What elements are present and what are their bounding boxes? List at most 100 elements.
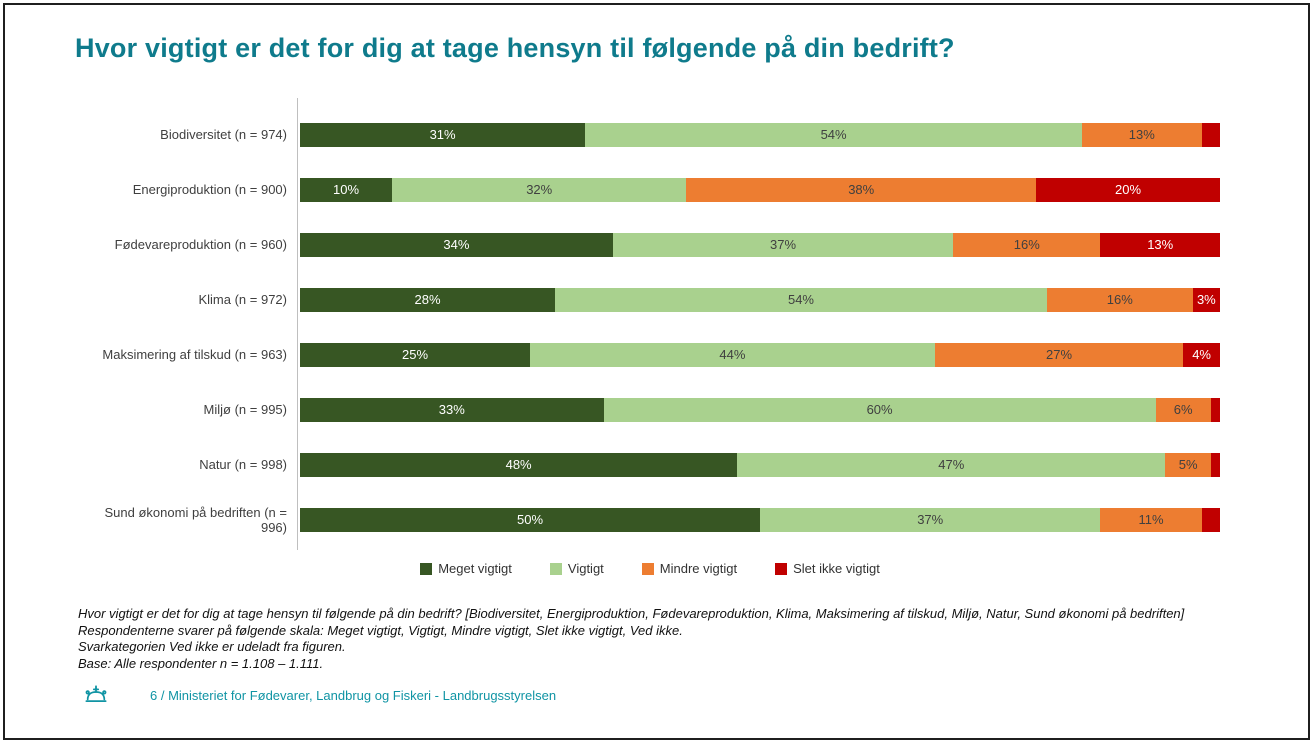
bar-segment: 47%: [737, 452, 1166, 477]
bar-segment: [1210, 397, 1220, 422]
legend-item: Meget vigtigt: [420, 561, 512, 576]
y-axis-line: [297, 98, 298, 550]
bar-segment-value: 31%: [429, 127, 456, 142]
bar-segment-value: 4%: [1192, 347, 1211, 362]
bar-segment: 25%: [300, 342, 530, 367]
bar-segment: [1210, 452, 1221, 477]
page-title: Hvor vigtigt er det for dig at tage hens…: [75, 33, 955, 63]
bar-segment: 32%: [392, 177, 687, 202]
bar-segment-value: 13%: [1147, 237, 1174, 252]
category-label: Energiproduktion (n = 900): [132, 182, 287, 197]
bar-segment-value: 20%: [1114, 182, 1142, 197]
bar-segment: 6%: [1155, 397, 1211, 422]
footnote-line: Base: Alle respondenter n = 1.108 – 1.11…: [78, 655, 324, 671]
bar-segment: 33%: [300, 397, 604, 422]
bar-segment-value: 37%: [917, 512, 944, 527]
footer-ministry-label: 6 / Ministeriet for Fødevarer, Landbrug …: [150, 687, 557, 703]
category-label: Maksimering af tilskud (n = 963): [102, 347, 287, 362]
bar-segment: 13%: [1082, 122, 1202, 147]
category-label: Natur (n = 998): [199, 457, 287, 472]
page-footer: 6 / Ministeriet for Fødevarer, Landbrug …: [82, 683, 556, 707]
bar-segment-value: 32%: [526, 182, 553, 197]
bar-track: 28% 54% 16% 3%: [300, 287, 1220, 312]
bar-row: Klima (n = 972) 28% 54% 16% 3%: [75, 272, 1225, 327]
bar-track: 10% 32% 38% 20%: [300, 177, 1220, 202]
category-label: Biodiversitet (n = 974): [160, 127, 287, 142]
bar-track: 25% 44% 27% 4%: [300, 342, 1220, 367]
bar-segment: 48%: [300, 452, 738, 477]
legend-item: Mindre vigtigt: [641, 561, 738, 576]
legend-label: Slet ikke vigtigt: [793, 561, 880, 576]
legend-label: Vigtigt: [567, 561, 604, 576]
bar-segment-value: 34%: [443, 237, 470, 252]
legend-swatch-icon: [549, 562, 562, 575]
bar-segment-value: 6%: [1173, 402, 1193, 417]
bar-segment: 54%: [585, 122, 1082, 147]
bar-segment-value: 44%: [719, 347, 746, 362]
bar-row: Energiproduktion (n = 900) 10% 32% 38% 20%: [75, 162, 1225, 217]
bar-track: 50% 37% 11%: [300, 507, 1221, 532]
bar-segment-value: 3%: [1196, 292, 1216, 307]
bar-segment: 16%: [953, 232, 1101, 257]
bar-segment: 37%: [612, 232, 954, 257]
stacked-bar-chart: Biodiversitet (n = 974) 31% 54% 13% Energipr…: [75, 98, 1225, 550]
bar-segment: 16%: [1046, 287, 1193, 312]
bar-segment: 60%: [603, 397, 1156, 422]
bar-segment: 50%: [300, 507, 760, 532]
bar-segment: [1201, 122, 1220, 147]
bar-rows: Biodiversitet (n = 974) 31% 54% 13% Energipr…: [75, 107, 1225, 547]
bar-track: 31% 54% 13%: [300, 122, 1220, 147]
legend-label: Meget vigtigt: [438, 561, 512, 576]
category-label: Klima (n = 972): [198, 292, 287, 307]
bar-segment-value: 47%: [938, 457, 965, 472]
legend-swatch-icon: [641, 562, 654, 575]
bar-segment: 38%: [686, 177, 1036, 202]
bar-segment: 13%: [1100, 232, 1220, 257]
bar-segment-value: 25%: [401, 347, 429, 362]
footnote-line: Respondenterne svarer på følgende skala:…: [78, 622, 683, 638]
bar-segment: 37%: [760, 507, 1101, 532]
bar-row: Sund økonomi på bedriften (n = 996) 50% 37…: [75, 492, 1225, 547]
bar-segment: 11%: [1100, 507, 1202, 532]
bar-segment-value: 28%: [414, 292, 441, 307]
legend-item: Slet ikke vigtigt: [775, 561, 880, 576]
bar-segment-value: 13%: [1128, 127, 1155, 142]
chart-legend: Meget vigtigt Vigtigt Mindre vigtigt Slet i…: [75, 561, 1225, 576]
legend-item: Vigtigt: [549, 561, 604, 576]
bar-segment-value: 11%: [1138, 512, 1164, 527]
bar-segment: 27%: [934, 342, 1184, 367]
bar-segment-value: 27%: [1045, 347, 1073, 362]
bar-segment-value: 16%: [1013, 237, 1040, 252]
bar-segment: 28%: [300, 287, 556, 312]
bar-segment-value: 54%: [820, 127, 847, 142]
bar-segment: 5%: [1165, 452, 1211, 477]
bar-segment-value: 10%: [332, 182, 360, 197]
bar-row: Miljø (n = 995) 33% 60% 6%: [75, 382, 1225, 437]
bar-segment-value: 48%: [505, 457, 532, 472]
bar-row: Fødevareproduktion (n = 960) 34% 37% 16% 13%: [75, 217, 1225, 272]
bar-segment: 31%: [300, 122, 586, 147]
bar-segment: 20%: [1036, 177, 1220, 202]
bar-segment: 3%: [1192, 287, 1220, 312]
category-label: Sund økonomi på bedriften (n = 996): [104, 504, 287, 535]
bar-segment-value: 33%: [438, 402, 465, 417]
legend-label: Mindre vigtigt: [659, 561, 738, 576]
bar-track: 34% 37% 16% 13%: [300, 232, 1220, 257]
category-label: Miljø (n = 995): [203, 402, 287, 417]
legend-swatch-icon: [775, 562, 788, 575]
bar-segment-value: 5%: [1178, 457, 1198, 472]
bar-segment-value: 60%: [866, 402, 893, 417]
bar-row: Biodiversitet (n = 974) 31% 54% 13%: [75, 107, 1225, 162]
bar-row: Maksimering af tilskud (n = 963) 25% 44% 27…: [75, 327, 1225, 382]
footnote-line: Hvor vigtigt er det for dig at tage hens…: [78, 606, 1185, 621]
bar-track: 48% 47% 5%: [300, 452, 1221, 477]
bar-segment-value: 38%: [848, 182, 875, 197]
bar-segment-value: 16%: [1106, 292, 1133, 307]
bar-row: Natur (n = 998) 48% 47% 5%: [75, 437, 1225, 492]
crown-icon: [85, 685, 107, 702]
bar-segment: 10%: [300, 177, 392, 202]
footnotes-block: Hvor vigtigt er det for dig at tage hens…: [78, 606, 1303, 672]
bar-track: 33% 60% 6%: [300, 397, 1220, 422]
bar-segment: [1201, 507, 1221, 532]
bar-segment: 54%: [555, 287, 1047, 312]
